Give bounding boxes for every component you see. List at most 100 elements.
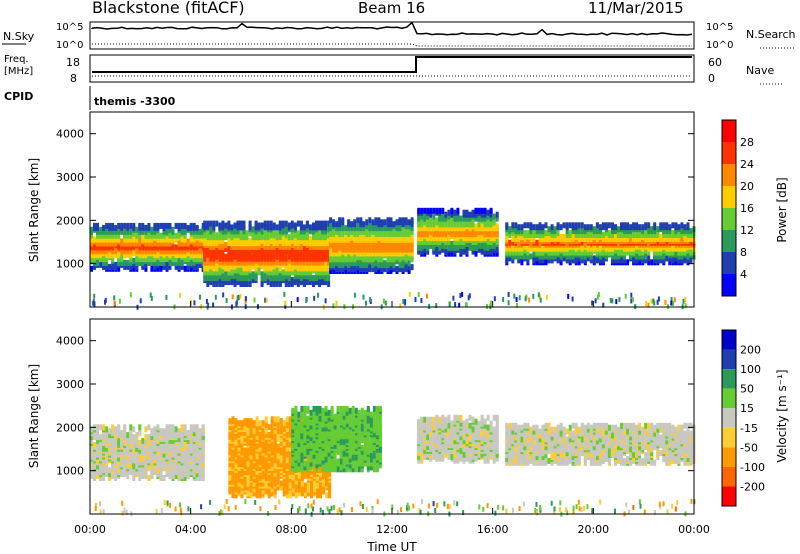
- heatmap-cell: [444, 211, 448, 218]
- freq-label: Freq.: [4, 54, 29, 65]
- heatmap-cell: [592, 226, 596, 233]
- heatmap-cell: [426, 217, 430, 224]
- heatmap-cell: [335, 232, 339, 239]
- heatmap-cell: [198, 428, 202, 435]
- heatmap-cell: [684, 303, 687, 309]
- heatmap-cell: [332, 227, 336, 234]
- heatmap-cell: [432, 207, 436, 214]
- heatmap-cell: [335, 300, 338, 306]
- heatmap-cell: [586, 249, 590, 256]
- heatmap-cell: [559, 259, 563, 266]
- heatmap-cell: [209, 279, 213, 286]
- heatmap-cell: [240, 492, 244, 499]
- heatmap-cell: [471, 227, 475, 234]
- heatmap-cell: [417, 207, 421, 214]
- heatmap-cell: [389, 256, 393, 263]
- heatmap-cell: [392, 229, 396, 235]
- heatmap-cell: [550, 245, 554, 252]
- heatmap-cell: [299, 275, 303, 282]
- heatmap-cell: [598, 237, 602, 244]
- heatmap-cell: [263, 259, 267, 266]
- heatmap-cell: [162, 222, 166, 229]
- heatmap-cell: [123, 222, 127, 229]
- heatmap-cell: [296, 243, 300, 250]
- heatmap-cell: [264, 431, 268, 438]
- heatmap-cell: [206, 230, 210, 237]
- heatmap-cell: [321, 220, 324, 227]
- heatmap-cell: [420, 217, 424, 224]
- heatmap-cell: [595, 255, 599, 262]
- heatmap-cell: [276, 478, 280, 485]
- heatmap-cell: [659, 249, 663, 256]
- heatmap-cell: [380, 219, 384, 226]
- heatmap-cell: [562, 234, 566, 240]
- heatmap-cell: [601, 247, 605, 254]
- heatmap-cell: [195, 471, 199, 478]
- heatmap-cell: [254, 261, 258, 268]
- heatmap-cell: [302, 253, 306, 260]
- heatmap-cell: [90, 465, 93, 472]
- heatmap-cell: [177, 445, 181, 452]
- heatmap-cell: [269, 251, 273, 258]
- heatmap-cell: [453, 244, 457, 251]
- heatmap-cell: [365, 256, 369, 263]
- heatmap-cell: [383, 219, 387, 226]
- heatmap-cell: [221, 279, 225, 286]
- heatmap-cell: [147, 439, 151, 446]
- nsky-tick-bottom: 10^0: [56, 40, 83, 51]
- heatmap-cell: [526, 230, 530, 237]
- heatmap-cell: [356, 250, 360, 257]
- cpid-panel: CPID themis -3300: [4, 86, 176, 110]
- heatmap-cell: [270, 480, 274, 487]
- heatmap-cell: [335, 225, 339, 232]
- heatmap-cell: [577, 259, 581, 266]
- heatmap-cell: [246, 435, 250, 442]
- heatmap-cell: [541, 243, 545, 250]
- heatmap-cell: [189, 252, 193, 259]
- heatmap-cell: [105, 436, 109, 442]
- heatmap-cell: [324, 220, 327, 227]
- heatmap-cell: [162, 475, 166, 481]
- heatmap-cell: [177, 467, 181, 474]
- heatmap-cell: [260, 251, 264, 258]
- heatmap-cell: [441, 207, 445, 214]
- heatmap-cell: [684, 297, 687, 302]
- heatmap-cell: [517, 249, 521, 256]
- heatmap-cell: [258, 445, 262, 452]
- heatmap-cell: [266, 232, 270, 239]
- heatmap-cell: [228, 431, 232, 438]
- heatmap-cell: [315, 240, 318, 247]
- heatmap-cell: [550, 239, 554, 246]
- heatmap-cell: [611, 228, 614, 235]
- nave-tick-top: 60: [708, 56, 722, 69]
- heatmap-cell: [529, 253, 533, 260]
- heatmap-cell: [468, 244, 472, 251]
- heatmap-cell: [246, 488, 250, 495]
- heatmap-cell: [520, 259, 524, 266]
- heatmap-cell: [438, 244, 442, 251]
- heatmap-cell: [577, 222, 581, 229]
- heatmap-cell: [126, 432, 130, 439]
- heatmap-cell: [111, 252, 115, 259]
- heatmap-cell: [350, 232, 354, 239]
- heatmap-cell: [429, 207, 433, 214]
- heatmap-cell: [577, 226, 581, 233]
- nsky-label: N.Sky: [3, 30, 35, 43]
- heatmap-cell: [674, 222, 678, 229]
- heatmap-cell: [401, 217, 405, 224]
- heatmap-cell: [287, 275, 291, 282]
- heatmap-cell: [392, 250, 396, 257]
- heatmap-cell: [626, 259, 630, 266]
- heatmap-cell: [99, 261, 103, 268]
- heatmap-cell: [135, 432, 139, 439]
- heatmap-cell: [324, 269, 327, 276]
- heatmap-cell: [577, 232, 581, 238]
- heatmap-cell: [526, 245, 530, 252]
- heatmap-cell: [231, 492, 235, 499]
- heatmap-cell: [318, 220, 321, 227]
- heatmap-cell: [371, 234, 375, 241]
- heatmap-cell: [234, 447, 238, 454]
- heatmap-cell: [287, 261, 291, 268]
- heatmap-cell: [545, 294, 548, 300]
- heatmap-cell: [423, 237, 427, 243]
